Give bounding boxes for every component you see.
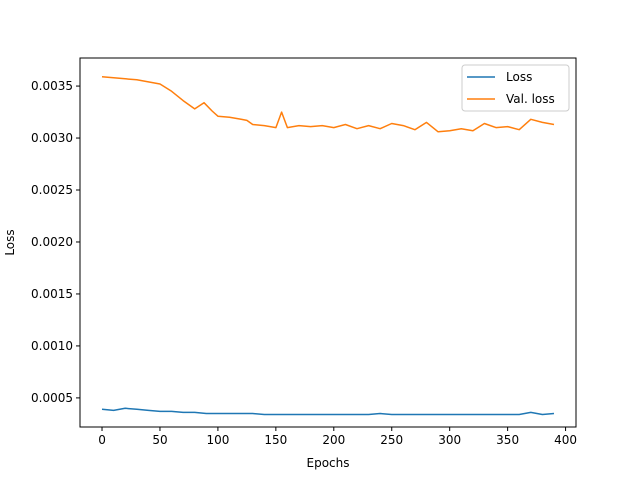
x-tick-label: 150 [264,433,287,447]
legend-label-val-loss: Val. loss [506,92,555,106]
x-tick-label: 100 [206,433,229,447]
x-tick-label: 300 [438,433,461,447]
y-tick-label: 0.0020 [31,235,73,249]
y-tick-label: 0.0025 [31,183,73,197]
x-tick-label: 400 [554,433,577,447]
legend: Loss Val. loss [461,64,570,112]
plot-area [101,75,555,416]
x-tick-label: 250 [380,433,403,447]
y-tick-label: 0.0010 [31,339,73,353]
axes: 0 50 100 150 200 250 300 350 400 0.0005 0.0010 0.00… [31,57,577,447]
x-axis-label: Epochs [307,456,350,470]
series-line-loss [101,407,555,416]
y-tick-label: 0.0035 [31,79,73,93]
axes-frame [79,57,577,428]
x-tick-label: 200 [322,433,345,447]
x-tick-label: 50 [152,433,167,447]
legend-label-loss: Loss [506,70,532,84]
y-tick-label: 0.0030 [31,131,73,145]
y-tick-label: 0.0015 [31,287,73,301]
x-tick-label: 0 [98,433,106,447]
series-line-val-loss [101,75,555,133]
y-tick-label: 0.0005 [31,391,73,405]
x-tick-label: 350 [496,433,519,447]
y-axis-label: Loss [3,229,17,255]
